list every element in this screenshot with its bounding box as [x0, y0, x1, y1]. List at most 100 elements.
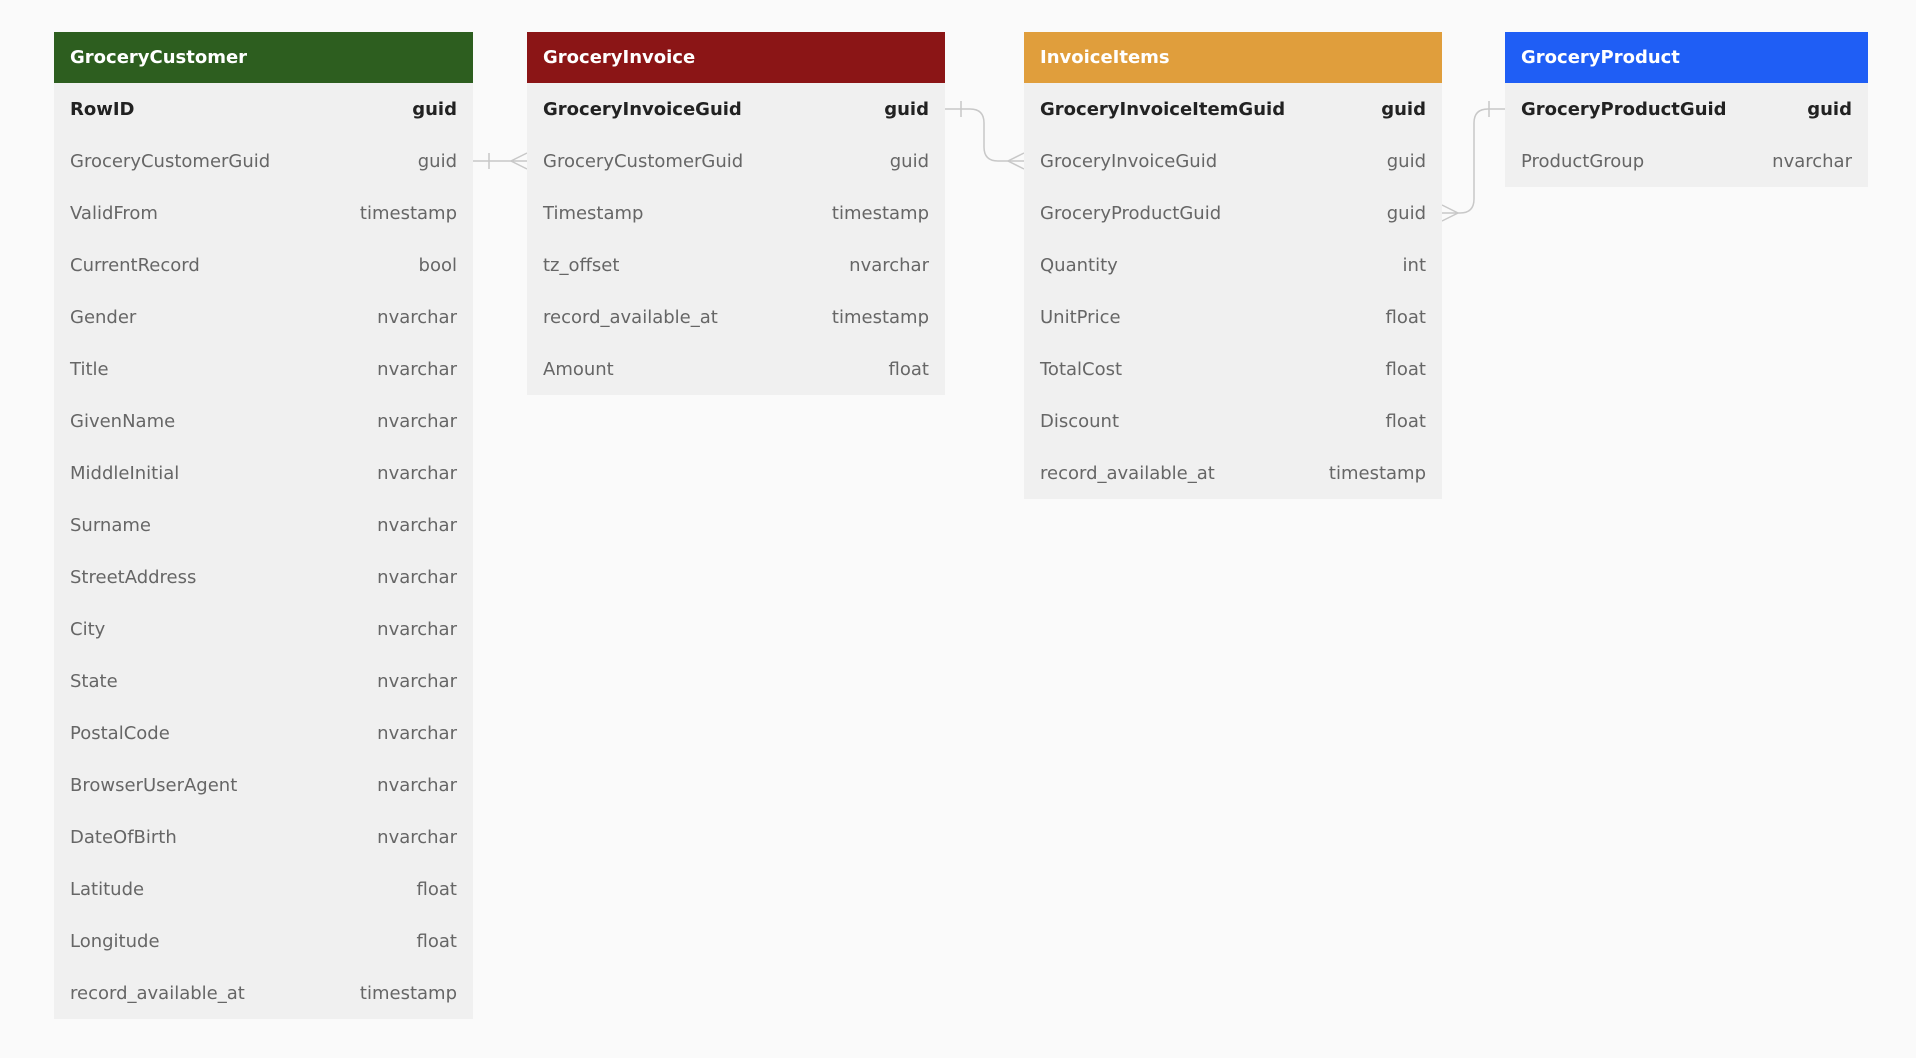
column-row[interactable]: StreetAddress nvarchar: [54, 551, 473, 603]
column-name: GroceryCustomerGuid: [70, 150, 271, 172]
table-header[interactable]: InvoiceItems: [1024, 32, 1442, 83]
column-name: GroceryProductGuid: [1521, 98, 1727, 120]
column-type: int: [1402, 254, 1426, 276]
column-row[interactable]: GroceryInvoiceGuid guid: [1024, 135, 1442, 187]
column-row[interactable]: GroceryInvoiceItemGuid guid: [1024, 83, 1442, 135]
column-name: Gender: [70, 306, 137, 328]
column-row[interactable]: GroceryInvoiceGuid guid: [527, 83, 945, 135]
column-name: DateOfBirth: [70, 826, 177, 848]
column-type: nvarchar: [377, 618, 457, 640]
column-row[interactable]: DateOfBirth nvarchar: [54, 811, 473, 863]
column-row[interactable]: State nvarchar: [54, 655, 473, 707]
column-row[interactable]: UnitPrice float: [1024, 291, 1442, 343]
column-name: Discount: [1040, 410, 1120, 432]
column-row[interactable]: GroceryCustomerGuid guid: [527, 135, 945, 187]
column-row[interactable]: GroceryCustomerGuid guid: [54, 135, 473, 187]
table-groceryproduct[interactable]: GroceryProduct GroceryProductGuid guid Prod…: [1505, 32, 1868, 187]
column-row[interactable]: RowID guid: [54, 83, 473, 135]
column-type: float: [888, 358, 929, 380]
column-row[interactable]: CurrentRecord bool: [54, 239, 473, 291]
table-header[interactable]: GroceryCustomer: [54, 32, 473, 83]
column-row[interactable]: Discount float: [1024, 395, 1442, 447]
link-invoice-items: [945, 108, 1024, 162]
column-row[interactable]: Quantity int: [1024, 239, 1442, 291]
column-name: GroceryProductGuid: [1040, 202, 1222, 224]
table-header[interactable]: GroceryProduct: [1505, 32, 1868, 83]
column-type: nvarchar: [377, 722, 457, 744]
column-type: timestamp: [831, 306, 929, 328]
column-row[interactable]: GroceryProductGuid guid: [1505, 83, 1868, 135]
column-type: guid: [889, 150, 929, 172]
column-row[interactable]: record_available_at timestamp: [527, 291, 945, 343]
column-row[interactable]: ProductGroup nvarchar: [1505, 135, 1868, 187]
column-row[interactable]: TotalCost float: [1024, 343, 1442, 395]
column-type: guid: [1807, 98, 1852, 120]
column-type: guid: [412, 98, 457, 120]
column-name: ProductGroup: [1521, 150, 1645, 172]
column-name: record_available_at: [1040, 462, 1215, 484]
column-name: StreetAddress: [70, 566, 197, 588]
column-row[interactable]: Longitude float: [54, 915, 473, 967]
column-name: City: [70, 618, 106, 640]
column-type: float: [1385, 358, 1426, 380]
column-row[interactable]: PostalCode nvarchar: [54, 707, 473, 759]
column-type: guid: [417, 150, 457, 172]
column-row[interactable]: BrowserUserAgent nvarchar: [54, 759, 473, 811]
column-row[interactable]: City nvarchar: [54, 603, 473, 655]
column-type: guid: [1386, 202, 1426, 224]
column-type: nvarchar: [1772, 150, 1852, 172]
column-name: GroceryInvoiceGuid: [1040, 150, 1218, 172]
column-row[interactable]: Latitude float: [54, 863, 473, 915]
column-name: GroceryInvoiceItemGuid: [1040, 98, 1286, 120]
column-name: tz_offset: [543, 254, 620, 276]
table-groceryinvoice[interactable]: GroceryInvoice GroceryInvoiceGuid guid Groc…: [527, 32, 945, 395]
column-name: Amount: [543, 358, 614, 380]
column-name: Quantity: [1040, 254, 1118, 276]
column-row[interactable]: record_available_at timestamp: [1024, 447, 1442, 499]
column-row[interactable]: Amount float: [527, 343, 945, 395]
column-type: timestamp: [359, 982, 457, 1004]
column-type: guid: [1381, 98, 1426, 120]
table-grocerycustomer[interactable]: GroceryCustomer RowID guid GroceryCustomerG…: [54, 32, 473, 1019]
column-type: float: [416, 878, 457, 900]
column-name: Timestamp: [543, 202, 644, 224]
column-name: record_available_at: [543, 306, 718, 328]
column-row[interactable]: GivenName nvarchar: [54, 395, 473, 447]
column-name: UnitPrice: [1040, 306, 1121, 328]
column-name: BrowserUserAgent: [70, 774, 238, 796]
column-type: nvarchar: [377, 306, 457, 328]
column-row[interactable]: MiddleInitial nvarchar: [54, 447, 473, 499]
column-type: float: [1385, 306, 1426, 328]
column-name: State: [70, 670, 118, 692]
column-type: nvarchar: [377, 826, 457, 848]
column-row[interactable]: record_available_at timestamp: [54, 967, 473, 1019]
column-row[interactable]: Title nvarchar: [54, 343, 473, 395]
column-row[interactable]: Surname nvarchar: [54, 499, 473, 551]
column-row[interactable]: GroceryProductGuid guid: [1024, 187, 1442, 239]
column-type: nvarchar: [377, 358, 457, 380]
table-header[interactable]: GroceryInvoice: [527, 32, 945, 83]
column-type: bool: [418, 254, 457, 276]
column-type: nvarchar: [377, 410, 457, 432]
column-type: float: [416, 930, 457, 952]
column-type: nvarchar: [849, 254, 929, 276]
column-name: RowID: [70, 98, 135, 120]
link-product-items: [1442, 108, 1505, 214]
column-row[interactable]: tz_offset nvarchar: [527, 239, 945, 291]
column-name: PostalCode: [70, 722, 170, 744]
column-row[interactable]: Gender nvarchar: [54, 291, 473, 343]
column-name: Longitude: [70, 930, 160, 952]
column-name: Surname: [70, 514, 151, 536]
column-type: guid: [884, 98, 929, 120]
column-name: Latitude: [70, 878, 145, 900]
column-row[interactable]: ValidFrom timestamp: [54, 187, 473, 239]
column-type: nvarchar: [377, 774, 457, 796]
column-name: CurrentRecord: [70, 254, 200, 276]
column-row[interactable]: Timestamp timestamp: [527, 187, 945, 239]
column-name: record_available_at: [70, 982, 245, 1004]
column-type: nvarchar: [377, 670, 457, 692]
column-type: timestamp: [359, 202, 457, 224]
column-type: nvarchar: [377, 566, 457, 588]
table-invoiceitems[interactable]: InvoiceItems GroceryInvoiceItemGuid guid Gr…: [1024, 32, 1442, 499]
